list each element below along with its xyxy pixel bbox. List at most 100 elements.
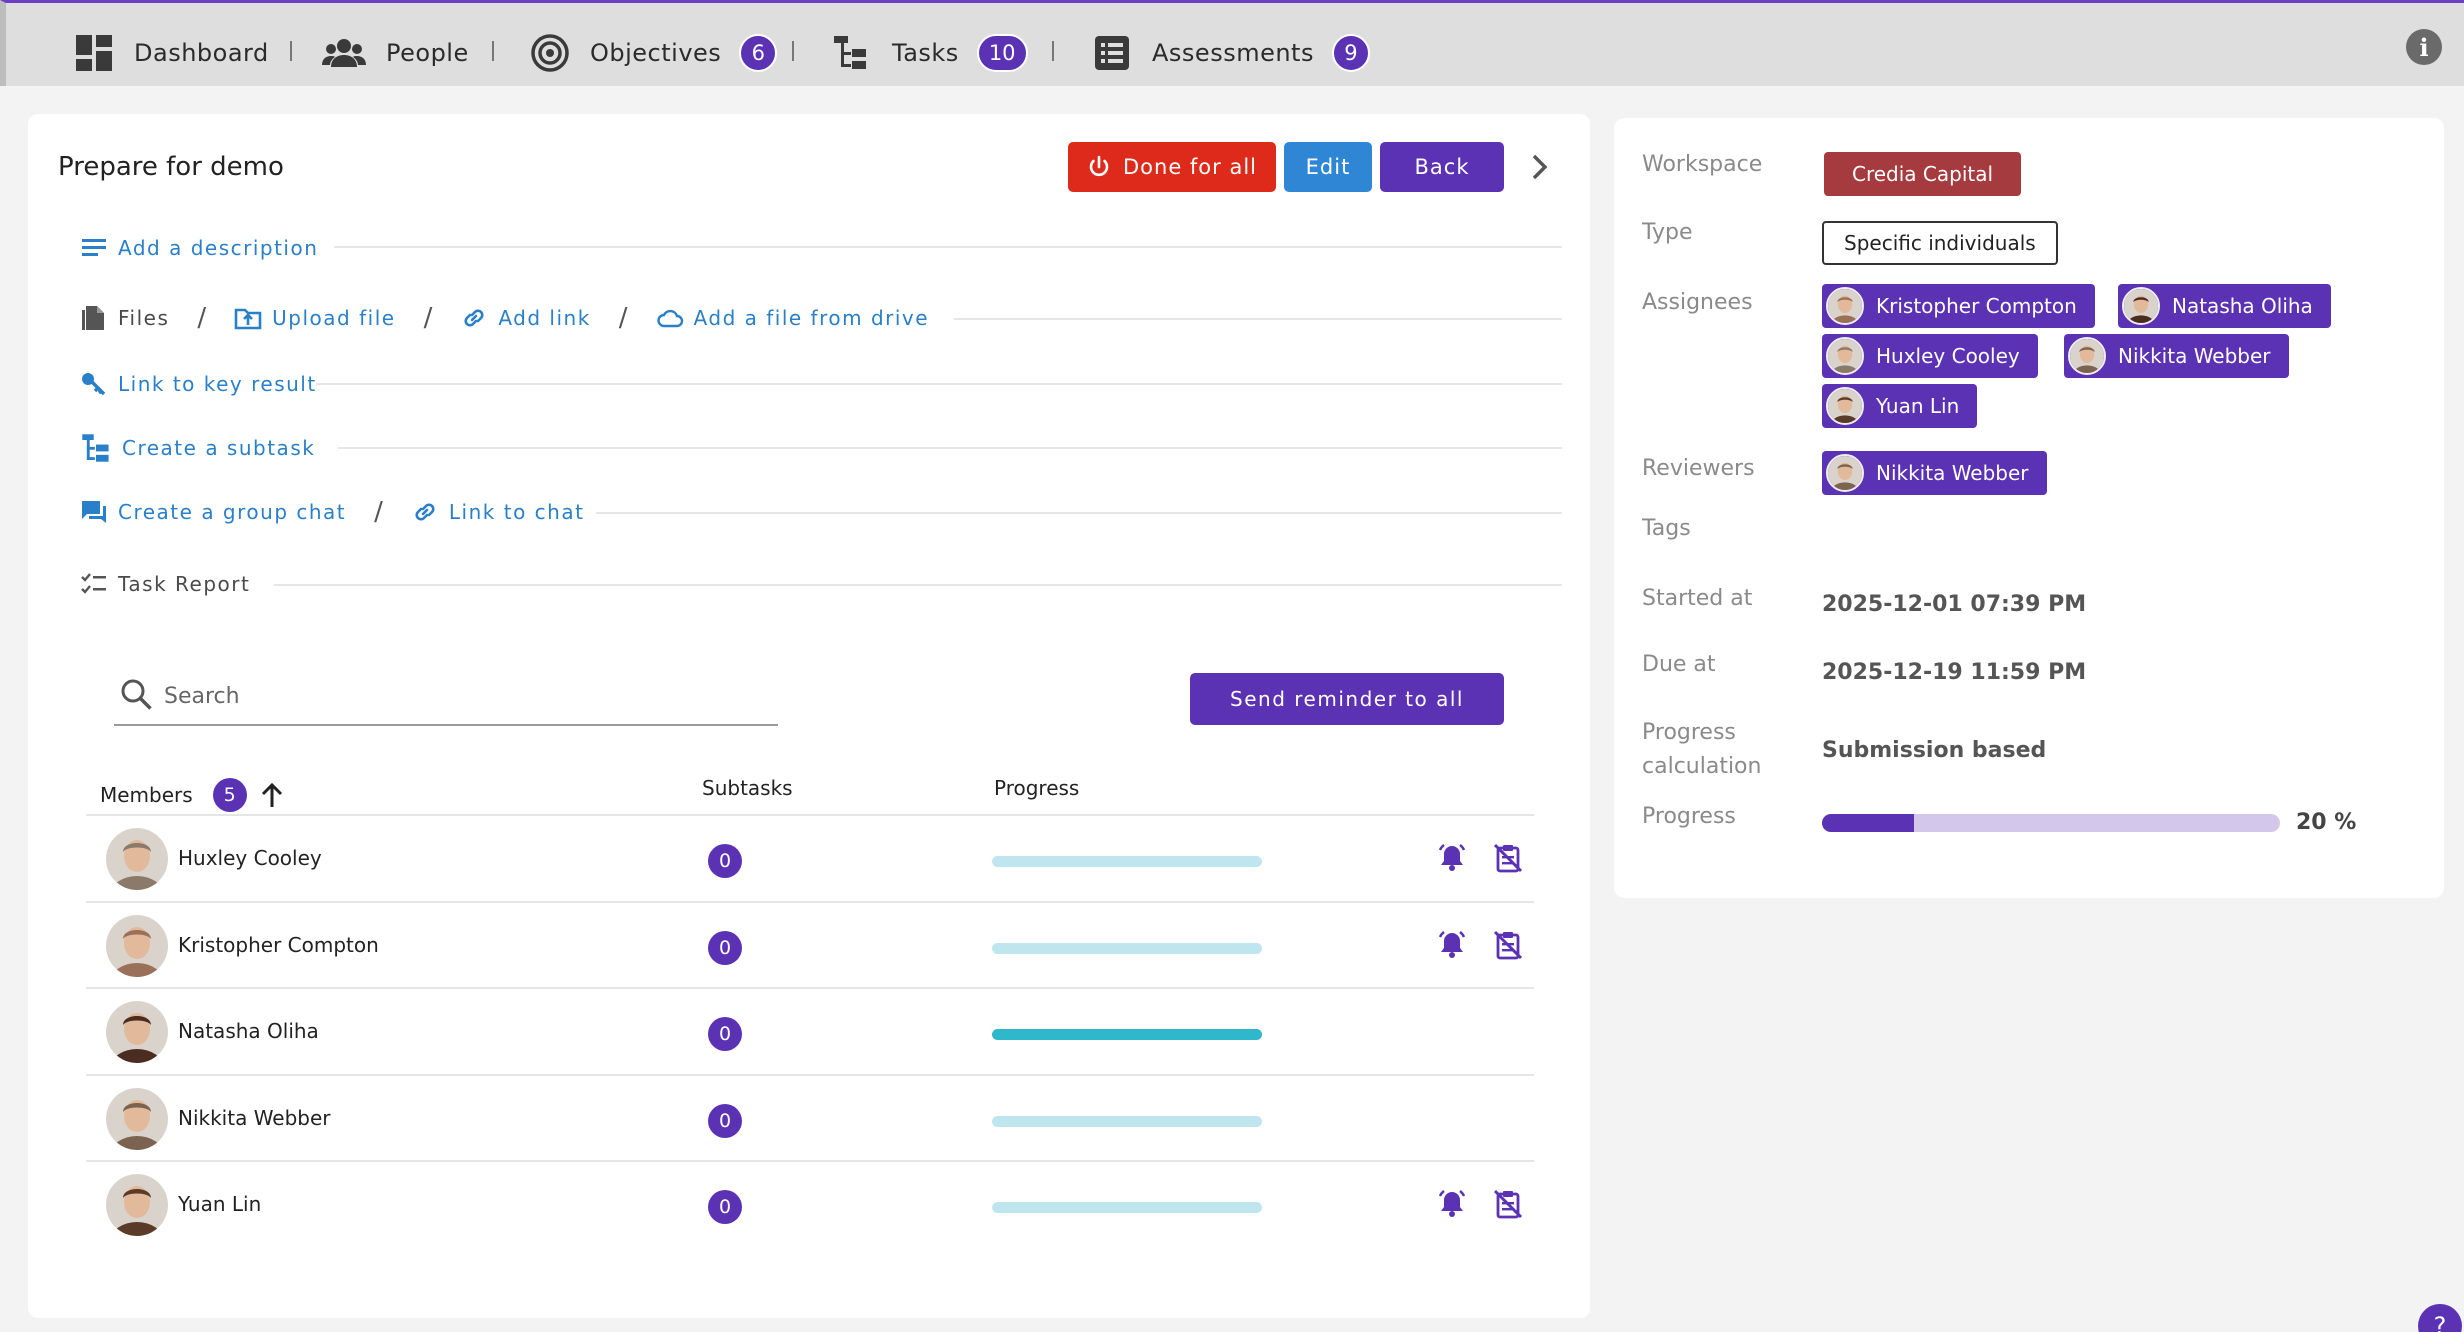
started-at-label: Started at bbox=[1642, 586, 1753, 611]
chevron-right-icon[interactable] bbox=[1524, 150, 1554, 184]
divider bbox=[954, 318, 1562, 320]
progress-calculation-label-line2: calculation bbox=[1642, 754, 1762, 779]
nav-assessments-label: Assessments bbox=[1152, 39, 1314, 67]
workspace-chip[interactable]: Credia Capital bbox=[1824, 152, 2022, 196]
member-name: Natasha Oliha bbox=[178, 1019, 319, 1043]
nav-assessments[interactable]: Assessments 9 bbox=[1092, 31, 1370, 75]
person-chip[interactable]: Natasha Oliha bbox=[2118, 284, 2331, 328]
add-description-link[interactable]: Add a description bbox=[118, 236, 319, 260]
nav-tasks[interactable]: Tasks 10 bbox=[832, 31, 1028, 75]
target-icon bbox=[531, 34, 569, 72]
remind-bell-icon[interactable] bbox=[1436, 1188, 1468, 1220]
member-progress-bar bbox=[992, 856, 1262, 867]
member-name: Yuan Lin bbox=[178, 1192, 262, 1216]
checklist-icon bbox=[81, 573, 106, 594]
table-row: Natasha Oliha 0 bbox=[86, 987, 1534, 1073]
avatar-image bbox=[1828, 289, 1862, 323]
upload-file-link[interactable]: Upload file bbox=[272, 306, 396, 330]
back-button[interactable]: Back bbox=[1380, 142, 1504, 192]
divider bbox=[334, 246, 1562, 248]
nav-divider bbox=[492, 41, 494, 61]
overall-progress-text: 20 % bbox=[2296, 810, 2357, 835]
power-icon bbox=[1089, 155, 1109, 177]
avatar-image bbox=[106, 1001, 168, 1063]
nav-dashboard-label: Dashboard bbox=[134, 39, 269, 67]
nav-objectives[interactable]: Objectives 6 bbox=[530, 31, 778, 75]
link-to-chat-link[interactable]: Link to chat bbox=[448, 500, 585, 524]
member-name: Nikkita Webber bbox=[178, 1105, 331, 1130]
person-chip-label: Kristopher Compton bbox=[1876, 294, 2077, 318]
task-report-label: Task Report bbox=[118, 572, 251, 596]
nav-divider bbox=[290, 41, 292, 61]
due-at-label: Due at bbox=[1642, 652, 1716, 677]
link-to-key-result-row[interactable]: Link to key result bbox=[80, 364, 317, 404]
started-at-value: 2025-12-01 07:39 PM bbox=[1822, 592, 2087, 617]
send-reminder-button[interactable]: Send reminder to all bbox=[1190, 673, 1504, 725]
clipboard-off-icon[interactable] bbox=[1492, 1188, 1524, 1220]
link-to-key-result-link[interactable]: Link to key result bbox=[118, 372, 317, 396]
remind-bell-icon[interactable] bbox=[1436, 842, 1468, 874]
avatar-image bbox=[2070, 339, 2104, 373]
subtask-count-badge: 0 bbox=[708, 1103, 742, 1138]
help-icon[interactable]: ? bbox=[2418, 1304, 2462, 1332]
description-icon bbox=[82, 239, 106, 256]
member-progress-bar bbox=[992, 1029, 1262, 1040]
link-icon bbox=[464, 309, 484, 327]
divider bbox=[596, 512, 1562, 514]
create-group-chat-link[interactable]: Create a group chat bbox=[118, 500, 347, 524]
avatar bbox=[2122, 287, 2160, 325]
person-chip[interactable]: Kristopher Compton bbox=[1822, 284, 2095, 328]
edit-button[interactable]: Edit bbox=[1284, 142, 1372, 192]
key-icon bbox=[82, 373, 106, 396]
person-chip-label: Natasha Oliha bbox=[2172, 294, 2313, 318]
add-file-from-drive-link[interactable]: Add a file from drive bbox=[693, 306, 930, 330]
member-name: Huxley Cooley bbox=[178, 846, 322, 870]
search-input[interactable] bbox=[164, 676, 764, 716]
divider bbox=[338, 447, 1562, 449]
task-report-row: Task Report bbox=[80, 564, 250, 604]
tasks-icon bbox=[834, 36, 866, 69]
progress-header: Progress bbox=[994, 776, 1080, 800]
person-chip-label: Huxley Cooley bbox=[1876, 344, 2020, 368]
create-subtask-link[interactable]: Create a subtask bbox=[122, 436, 316, 460]
add-description-row[interactable]: Add a description bbox=[80, 228, 318, 268]
members-header[interactable]: Members 5 bbox=[100, 778, 285, 812]
files-row: Files / Upload file / Add link / Add a f… bbox=[80, 298, 929, 338]
assignees-label: Assignees bbox=[1642, 290, 1753, 315]
progress-label: Progress bbox=[1642, 804, 1736, 829]
top-navigation: Dashboard People Objectives 6 Tasks 10 bbox=[0, 0, 2464, 86]
subtask-count-badge: 0 bbox=[708, 844, 742, 878]
type-chip: Specific individuals bbox=[1822, 221, 2058, 265]
nav-people[interactable]: People bbox=[322, 31, 469, 75]
cloud-icon bbox=[656, 309, 683, 328]
sort-arrow-up-icon[interactable] bbox=[259, 781, 285, 809]
person-chip[interactable]: Huxley Cooley bbox=[1822, 334, 2038, 378]
objectives-count-badge: 6 bbox=[739, 34, 778, 72]
create-subtask-row[interactable]: Create a subtask bbox=[80, 428, 315, 468]
clipboard-off-icon[interactable] bbox=[1492, 842, 1524, 874]
nav-dashboard[interactable]: Dashboard bbox=[74, 31, 269, 75]
person-chip-label: Nikkita Webber bbox=[2118, 344, 2271, 368]
person-chip[interactable]: Nikkita Webber bbox=[1822, 451, 2047, 495]
remind-bell-icon[interactable] bbox=[1436, 929, 1468, 961]
members-count-badge: 5 bbox=[212, 778, 247, 812]
nav-people-label: People bbox=[386, 39, 469, 67]
info-icon[interactable]: i bbox=[2406, 29, 2442, 65]
separator-slash: / bbox=[618, 303, 628, 333]
member-progress-bar bbox=[992, 1202, 1262, 1213]
avatar-image bbox=[106, 1174, 168, 1236]
person-chip[interactable]: Yuan Lin bbox=[1822, 384, 1978, 428]
nav-objectives-label: Objectives bbox=[590, 39, 722, 67]
clipboard-off-icon[interactable] bbox=[1492, 929, 1524, 961]
add-link-link[interactable]: Add link bbox=[498, 306, 591, 330]
people-icon bbox=[322, 39, 366, 67]
person-chip[interactable]: Nikkita Webber bbox=[2064, 334, 2289, 378]
member-progress-bar bbox=[992, 942, 1262, 954]
subtask-icon bbox=[82, 434, 109, 462]
avatar bbox=[106, 914, 168, 977]
table-row: Yuan Lin 0 bbox=[86, 1160, 1534, 1246]
member-progress-bar bbox=[992, 1115, 1262, 1127]
avatar-image bbox=[1828, 389, 1862, 423]
done-for-all-button[interactable]: Done for all bbox=[1068, 142, 1276, 192]
subtask-count-badge: 0 bbox=[708, 930, 742, 965]
